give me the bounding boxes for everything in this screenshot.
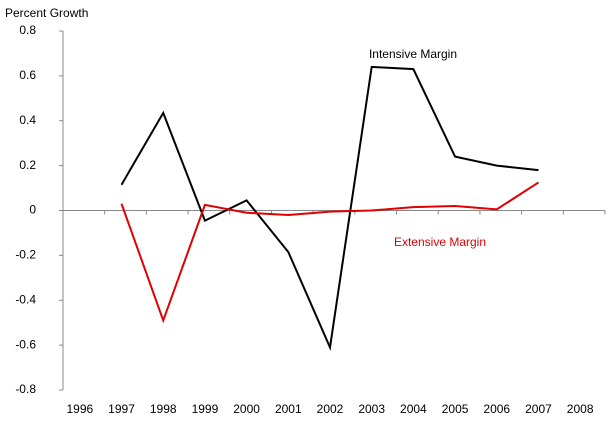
x-tick-label: 1999: [192, 402, 219, 416]
x-tick-label: 2008: [567, 402, 594, 416]
y-tick-label: 0: [29, 203, 36, 217]
y-tick-label: -0.8: [15, 382, 36, 396]
x-tick-label: 2005: [442, 402, 469, 416]
y-tick-label: 0.8: [19, 23, 36, 37]
y-tick-label: -0.2: [15, 248, 36, 262]
x-tick-label: 1996: [66, 402, 93, 416]
x-tick-label: 2004: [400, 402, 427, 416]
series-line: [120, 181, 540, 324]
x-tick-label: 2000: [233, 402, 260, 416]
y-tick-label: 0.4: [19, 113, 36, 127]
x-tick-label: 2007: [525, 402, 552, 416]
y-tick-label: 0.6: [19, 68, 36, 82]
axis-title: Percent Growth: [5, 6, 88, 20]
x-tick-label: 2002: [317, 402, 344, 416]
y-tick-label: -0.6: [15, 337, 36, 351]
series-label: Intensive Margin: [369, 47, 457, 61]
x-tick-label: 1998: [150, 402, 177, 416]
y-tick-label: 0.2: [19, 158, 36, 172]
series-label: Extensive Margin: [394, 235, 486, 249]
x-tick-label: 2003: [358, 402, 385, 416]
x-tick-label: 2001: [275, 402, 302, 416]
x-tick-label: 1997: [108, 402, 135, 416]
x-tick-label: 2006: [483, 402, 510, 416]
y-tick-label: -0.4: [15, 292, 36, 306]
series-line: [120, 65, 539, 351]
